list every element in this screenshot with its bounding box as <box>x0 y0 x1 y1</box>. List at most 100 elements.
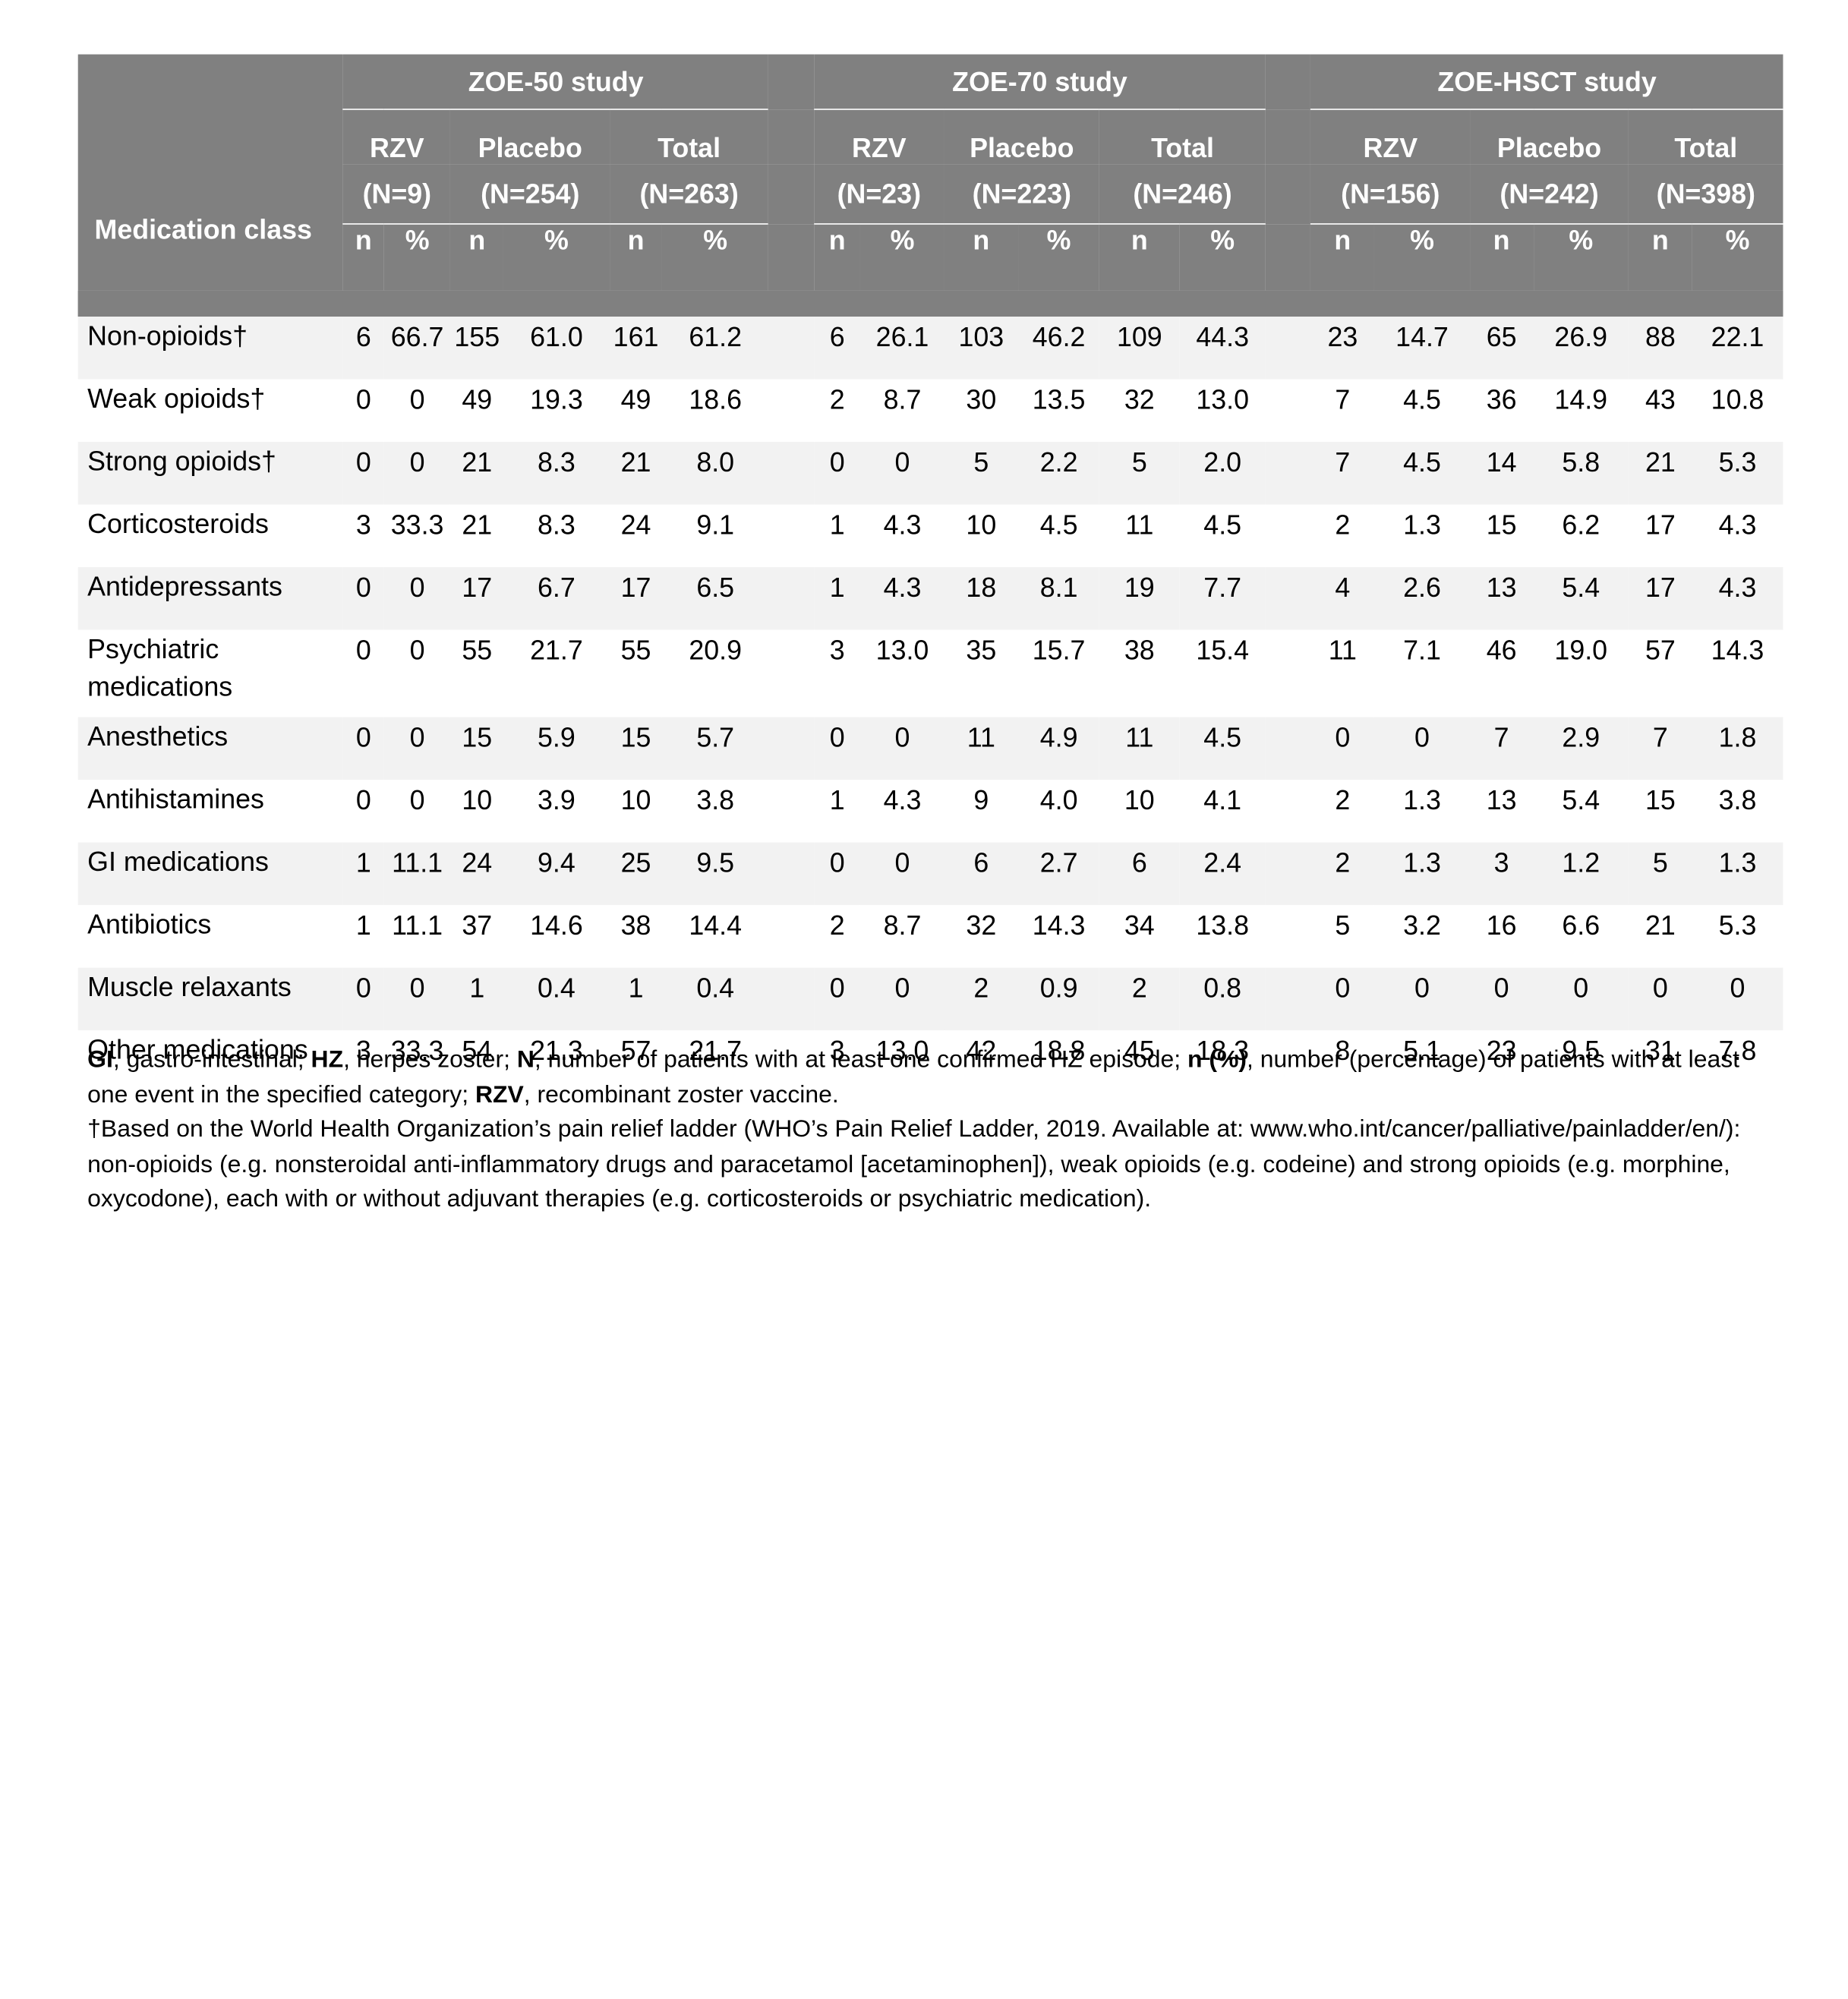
medication-class-cell: Strong opioids† <box>87 445 276 477</box>
count-cell: 21 <box>1645 446 1676 478</box>
col-pct-header: % <box>1046 224 1071 256</box>
col-n-header: n <box>1334 224 1351 256</box>
percent-cell: 1.3 <box>1403 847 1441 878</box>
col-pct-header: % <box>703 224 728 256</box>
count-cell: 6 <box>973 847 989 878</box>
col-pct-header: % <box>1210 224 1235 256</box>
percent-cell: 18.6 <box>689 383 743 415</box>
count-cell: 2 <box>829 383 845 415</box>
percent-cell: 9.5 <box>696 847 735 878</box>
percent-cell: 6.6 <box>1562 910 1600 941</box>
count-cell: 34 <box>1124 910 1155 941</box>
count-cell: 2 <box>1335 784 1351 815</box>
percent-cell: 7.1 <box>1403 634 1441 666</box>
count-cell: 2 <box>829 910 845 941</box>
count-cell: 21 <box>1645 910 1676 941</box>
study-header-zoe70: ZOE-70 study <box>814 54 1266 110</box>
abbreviations-note: GI, gastro-intestinal; HZ, herpes zoster… <box>87 1042 1765 1112</box>
medication-class-cell: Antihistamines <box>87 783 264 815</box>
count-cell: 6 <box>829 321 845 352</box>
table-row: Corticosteroids 3 33.3 21 8.3 24 9.1 1 4.3 10 4.5 1… <box>77 504 1783 568</box>
count-cell: 65 <box>1486 321 1517 352</box>
count-cell: 17 <box>620 572 651 603</box>
col-pct-header: % <box>890 224 915 256</box>
percent-cell: 26.1 <box>875 321 929 352</box>
percent-cell: 4.3 <box>883 572 922 603</box>
col-n-header: n <box>355 224 372 256</box>
percent-cell: 0.4 <box>696 972 735 1004</box>
percent-cell: 6.7 <box>538 572 576 603</box>
percent-cell: 20.9 <box>689 634 743 666</box>
count-cell: 1 <box>355 910 371 941</box>
percent-cell: 22.1 <box>1711 321 1764 352</box>
percent-cell: 8.0 <box>696 446 735 478</box>
percent-cell: 11.1 <box>392 910 443 941</box>
count-cell: 23 <box>1486 1035 1517 1066</box>
count-cell: 88 <box>1645 321 1676 352</box>
count-cell: 0 <box>829 446 845 478</box>
count-cell: 32 <box>966 910 997 941</box>
percent-cell: 3.2 <box>1403 910 1441 941</box>
percent-cell: 21.3 <box>530 1035 583 1066</box>
count-cell: 0 <box>355 446 371 478</box>
percent-cell: 7.7 <box>1203 572 1242 603</box>
percent-cell: 1.2 <box>1562 847 1600 878</box>
medication-class-cell: Non-opioids† <box>87 320 248 352</box>
percent-cell: 18.8 <box>1032 1035 1086 1066</box>
percent-cell: 0 <box>894 446 910 478</box>
arm-n-header: (N=246) <box>1099 164 1266 225</box>
col-n-header: n <box>1493 224 1510 256</box>
percent-cell: 19.0 <box>1554 634 1608 666</box>
table-row: Psychiatric medications 0 0 55 21.7 55 20.9 3 13… <box>77 629 1783 717</box>
percent-cell: 3.8 <box>696 784 735 815</box>
percent-cell: 66.7 <box>390 321 444 352</box>
percent-cell: 5.1 <box>1403 1035 1441 1066</box>
count-cell: 3 <box>1493 847 1509 878</box>
count-cell: 10 <box>1124 784 1155 815</box>
count-cell: 21 <box>620 446 651 478</box>
count-cell: 2 <box>1131 972 1147 1004</box>
percent-cell: 13.0 <box>1196 383 1250 415</box>
count-cell: 17 <box>462 572 493 603</box>
count-cell: 7 <box>1652 721 1668 753</box>
count-cell: 49 <box>620 383 651 415</box>
percent-cell: 0.8 <box>1203 972 1242 1004</box>
count-cell: 38 <box>620 910 651 941</box>
percent-cell: 0 <box>1730 972 1746 1004</box>
count-cell: 25 <box>620 847 651 878</box>
abbrev-definition: , herpes zoster; <box>343 1045 517 1074</box>
count-cell: 55 <box>462 634 493 666</box>
col-pct-header: % <box>1569 224 1594 256</box>
percent-cell: 0 <box>1414 721 1430 753</box>
percent-cell: 4.5 <box>1403 383 1441 415</box>
percent-cell: 5.4 <box>1562 784 1600 815</box>
medication-class-cell: Antibiotics <box>87 908 212 940</box>
count-cell: 11 <box>1328 634 1357 666</box>
count-cell: 17 <box>1645 572 1676 603</box>
percent-cell: 4.9 <box>1039 721 1078 753</box>
percent-cell: 15.4 <box>1196 634 1250 666</box>
count-cell: 4 <box>1335 572 1351 603</box>
medication-class-cell: Psychiatric medications <box>87 633 233 702</box>
percent-cell: 1.3 <box>1403 784 1441 815</box>
percent-cell: 0 <box>409 446 425 478</box>
count-cell: 0 <box>355 572 371 603</box>
count-cell: 1 <box>829 509 845 541</box>
medication-class-cell: GI medications <box>87 846 269 877</box>
abbrev-term: N <box>516 1045 535 1074</box>
col-n-header: n <box>1131 224 1148 256</box>
percent-cell: 0 <box>409 572 425 603</box>
percent-cell: 0 <box>409 383 425 415</box>
percent-cell: 0 <box>894 972 910 1004</box>
count-cell: 16 <box>1486 910 1517 941</box>
percent-cell: 4.5 <box>1039 509 1078 541</box>
percent-cell: 6.5 <box>696 572 735 603</box>
table-row: Strong opioids† 0 0 21 8.3 21 8.0 0 0 5 2.2 5 2.0 7 4.… <box>77 442 1783 505</box>
count-cell: 5 <box>1652 847 1668 878</box>
percent-cell: 10.8 <box>1711 383 1764 415</box>
percent-cell: 14.6 <box>530 910 583 941</box>
count-cell: 55 <box>620 634 651 666</box>
table-row: Non-opioids† 6 66.7 155 61.0 161 61.2 6 26.1 103 4… <box>77 317 1783 380</box>
medication-table: Medication class ZOE-50 study ZOE-70 stu… <box>77 54 1783 1093</box>
medication-class-cell: Anesthetics <box>87 720 229 752</box>
